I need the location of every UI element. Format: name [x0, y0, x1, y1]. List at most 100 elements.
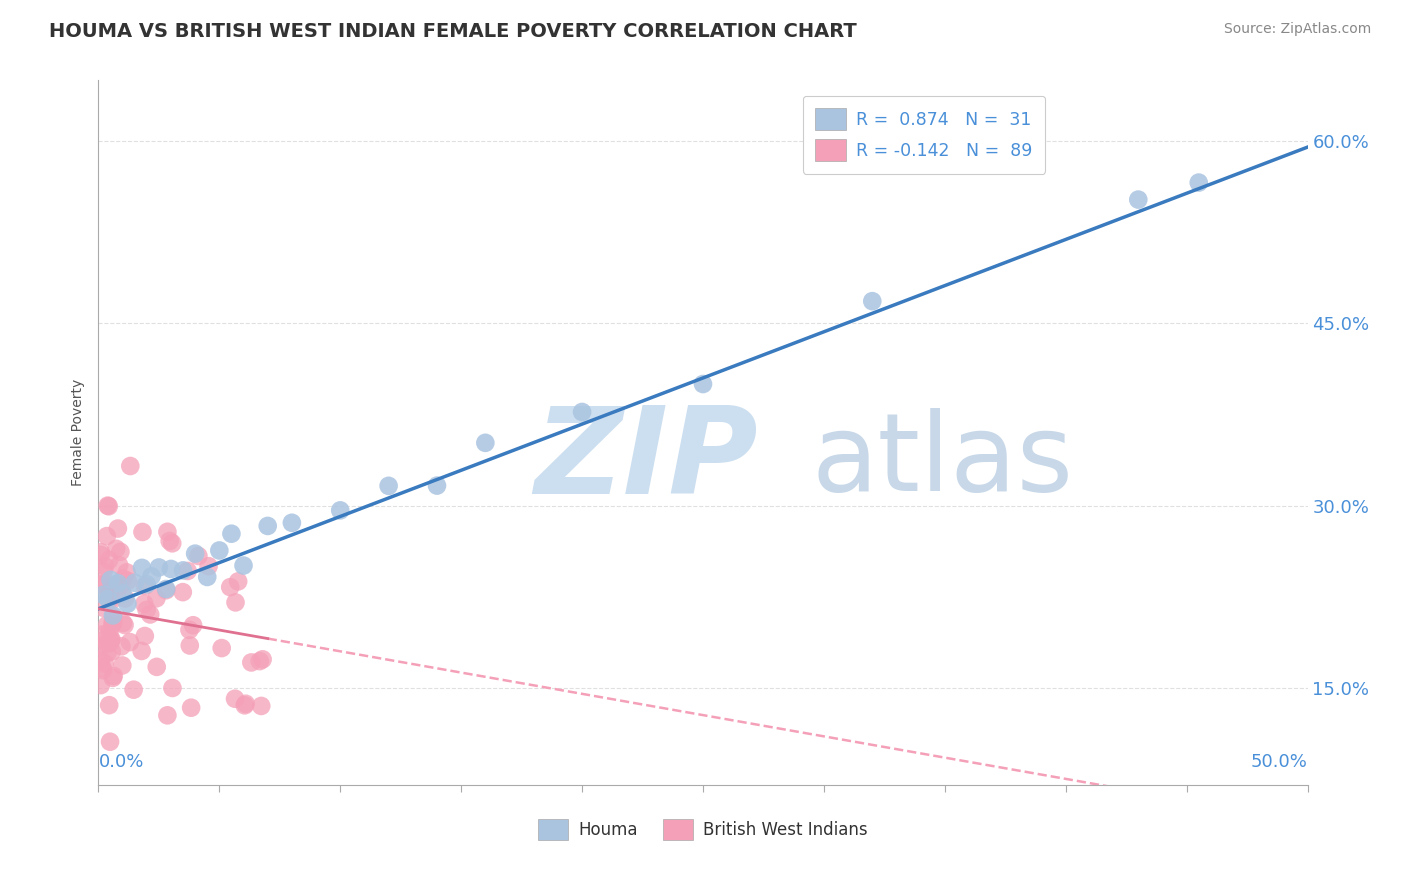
- Point: [162, 536, 184, 550]
- Point: [571, 405, 593, 419]
- Point: [97, 587, 120, 601]
- Point: [101, 617, 124, 632]
- Point: [131, 561, 153, 575]
- Point: [107, 576, 129, 591]
- Point: [156, 708, 179, 723]
- Point: [112, 572, 135, 586]
- Point: [141, 569, 163, 583]
- Point: [90, 653, 112, 667]
- Point: [93, 565, 115, 579]
- Point: [111, 658, 134, 673]
- Point: [172, 585, 194, 599]
- Point: [115, 566, 138, 580]
- Point: [100, 633, 122, 648]
- Point: [101, 644, 124, 658]
- Point: [98, 735, 121, 749]
- Point: [860, 294, 883, 309]
- Point: [249, 654, 271, 668]
- Point: [114, 618, 136, 632]
- Point: [91, 588, 114, 602]
- Point: [98, 624, 121, 639]
- Text: 50.0%: 50.0%: [1251, 753, 1308, 772]
- Point: [103, 669, 125, 683]
- Point: [252, 652, 274, 666]
- Point: [111, 586, 134, 600]
- Y-axis label: Female Poverty: Female Poverty: [72, 379, 86, 486]
- Point: [176, 564, 198, 578]
- Point: [426, 478, 449, 492]
- Point: [108, 558, 131, 573]
- Point: [179, 623, 201, 637]
- Point: [100, 632, 122, 647]
- Point: [240, 656, 263, 670]
- Point: [184, 547, 207, 561]
- Point: [98, 553, 121, 567]
- Point: [256, 519, 278, 533]
- Point: [107, 522, 129, 536]
- Point: [474, 435, 496, 450]
- Point: [225, 595, 247, 609]
- Point: [101, 608, 124, 623]
- Point: [90, 548, 112, 562]
- Point: [160, 562, 183, 576]
- Point: [377, 479, 399, 493]
- Point: [224, 691, 246, 706]
- Point: [93, 657, 115, 671]
- Point: [180, 700, 202, 714]
- Point: [226, 574, 249, 589]
- Point: [90, 577, 112, 591]
- Point: [221, 526, 243, 541]
- Point: [100, 573, 122, 587]
- Point: [117, 574, 139, 588]
- Point: [179, 639, 201, 653]
- Point: [90, 678, 112, 692]
- Point: [101, 593, 124, 607]
- Point: [1128, 193, 1150, 207]
- Point: [90, 545, 112, 559]
- Text: atlas: atlas: [811, 408, 1074, 514]
- Point: [1188, 176, 1211, 190]
- Point: [111, 615, 134, 630]
- Point: [148, 560, 170, 574]
- Point: [145, 591, 167, 606]
- Point: [159, 533, 181, 548]
- Text: Source: ZipAtlas.com: Source: ZipAtlas.com: [1223, 22, 1371, 37]
- Point: [108, 579, 131, 593]
- Point: [103, 611, 125, 625]
- Text: ZIP: ZIP: [534, 402, 758, 519]
- Point: [156, 524, 179, 539]
- Point: [110, 545, 132, 559]
- Point: [101, 615, 124, 630]
- Point: [96, 529, 118, 543]
- Point: [90, 628, 112, 642]
- Point: [97, 500, 120, 514]
- Point: [187, 549, 209, 563]
- Point: [195, 570, 218, 584]
- Point: [139, 607, 162, 622]
- Point: [97, 592, 120, 607]
- Point: [131, 644, 153, 658]
- Point: [100, 583, 122, 598]
- Point: [98, 698, 121, 713]
- Point: [91, 660, 114, 674]
- Point: [172, 563, 194, 577]
- Point: [197, 559, 219, 574]
- Point: [110, 640, 132, 654]
- Text: 0.0%: 0.0%: [98, 753, 143, 772]
- Point: [135, 603, 157, 617]
- Point: [329, 503, 352, 517]
- Point: [91, 663, 114, 677]
- Point: [208, 543, 231, 558]
- Point: [94, 559, 117, 574]
- Point: [250, 698, 273, 713]
- Point: [96, 646, 118, 660]
- Point: [155, 583, 177, 598]
- Point: [135, 577, 157, 591]
- Point: [281, 516, 304, 530]
- Point: [134, 629, 156, 643]
- Point: [114, 591, 136, 606]
- Point: [134, 579, 156, 593]
- Point: [96, 637, 118, 651]
- Point: [94, 576, 117, 591]
- Point: [162, 681, 184, 695]
